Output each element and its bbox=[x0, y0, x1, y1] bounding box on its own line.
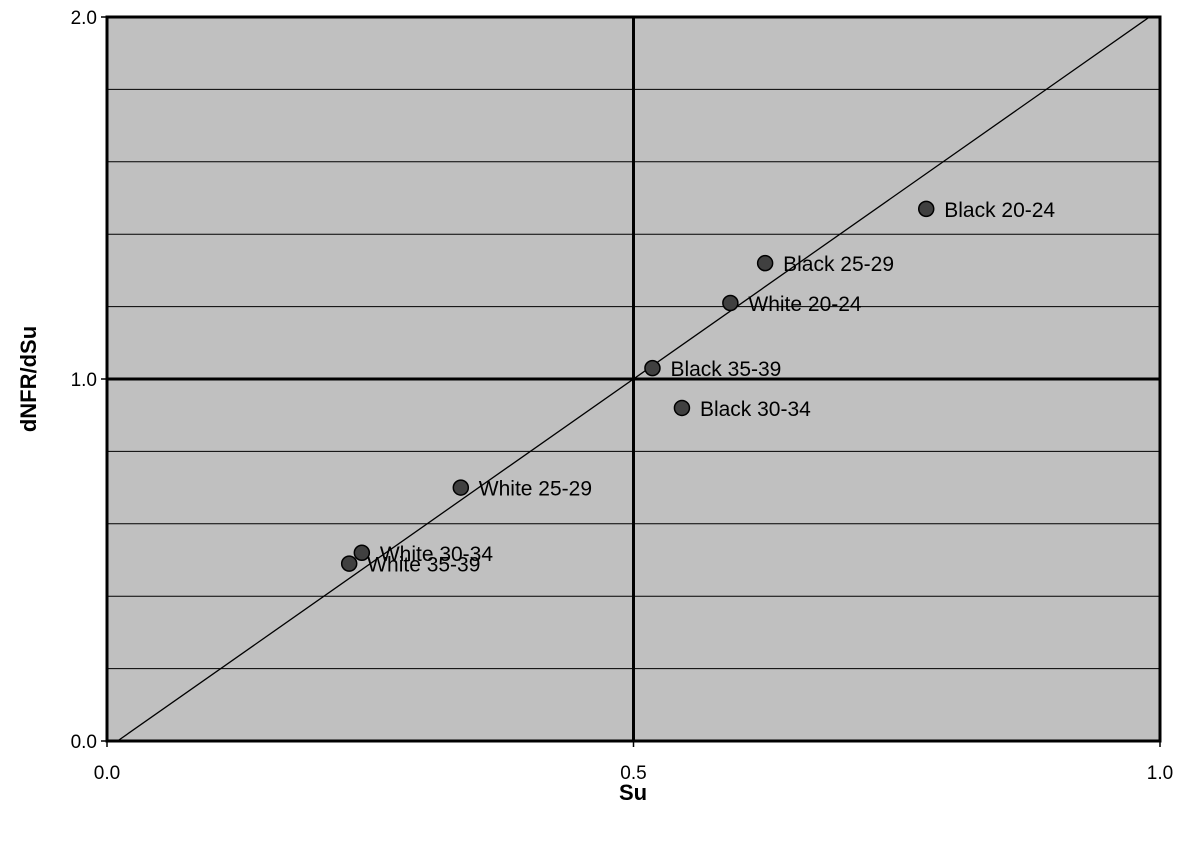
data-point-label: Black 20-24 bbox=[944, 199, 1055, 222]
diagonal-reference-line bbox=[117, 16, 1150, 742]
y-tick-label: 2.0 bbox=[71, 8, 97, 29]
data-point bbox=[353, 544, 371, 562]
data-point-label: White 35-39 bbox=[367, 554, 480, 577]
data-point bbox=[644, 359, 661, 377]
data-point bbox=[756, 254, 774, 272]
x-axis-title: Su bbox=[619, 780, 647, 805]
data-point bbox=[452, 479, 470, 496]
data-point bbox=[917, 200, 935, 218]
data-point-label: Black 25-29 bbox=[783, 253, 894, 276]
x-tick-label: 0.0 bbox=[94, 763, 120, 784]
y-tick-label: 0.0 bbox=[71, 732, 97, 753]
data-point-label: White 20-24 bbox=[748, 293, 862, 316]
axis-ticks: 0.0 0.5 1.0 0.0 1.0 2.0 bbox=[71, 8, 1174, 784]
data-point bbox=[340, 555, 358, 572]
diagonal-line bbox=[117, 16, 1150, 742]
data-point-label: White 25-29 bbox=[479, 478, 592, 501]
data-point bbox=[673, 399, 691, 417]
x-tick-label: 1.0 bbox=[1147, 763, 1173, 784]
data-point-label: Black 35-39 bbox=[670, 358, 781, 381]
y-axis-title: dNFR/dSu bbox=[16, 326, 41, 432]
data-point-label: White 30-34 bbox=[380, 543, 494, 566]
x-tick-label: 0.5 bbox=[620, 763, 646, 784]
y-tick-label: 1.0 bbox=[71, 370, 97, 391]
data-points: Black 20-24 Black 25-29 White 20-24 Black 3… bbox=[340, 199, 1055, 577]
data-point bbox=[722, 294, 739, 312]
data-point-label: Black 30-34 bbox=[700, 398, 811, 421]
